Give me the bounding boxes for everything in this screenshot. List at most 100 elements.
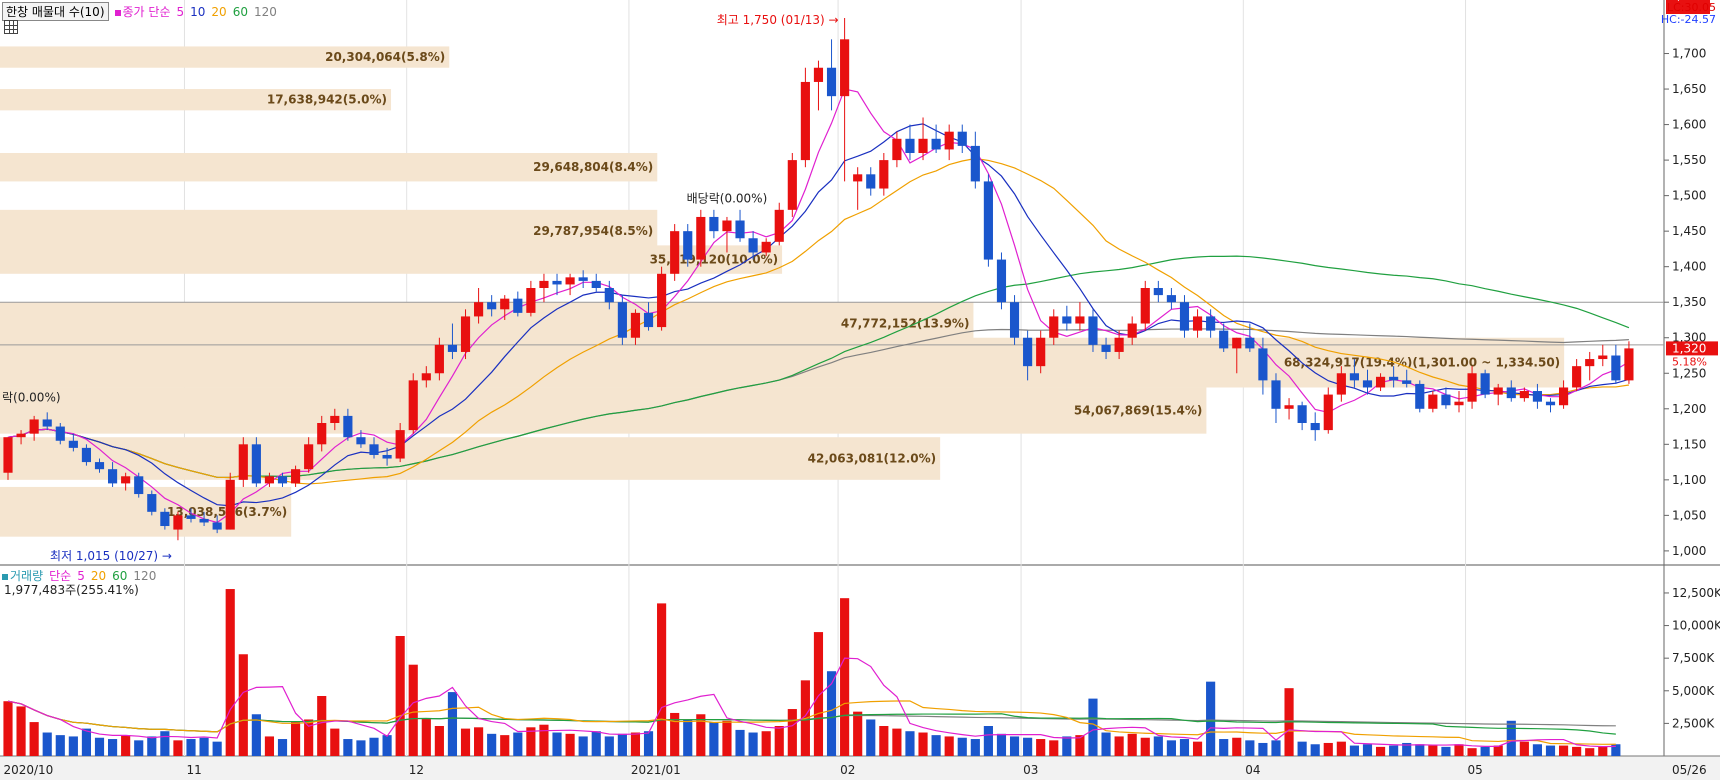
volume-bar: [643, 731, 654, 756]
volume-bar: [1153, 736, 1163, 756]
volume-bar: [761, 731, 771, 756]
volume-bar: [55, 735, 65, 756]
candle: [1558, 387, 1569, 406]
volume-bar: [591, 731, 601, 756]
time-axis-bar: [0, 756, 1720, 780]
volume-current-pct: 255.41%: [1670, 0, 1719, 3]
candle: [382, 454, 392, 459]
volume-bar: [813, 632, 824, 756]
candle: [147, 494, 157, 512]
volume-bar: [513, 732, 523, 756]
volume-bar: [774, 726, 784, 756]
volume-bar: [1258, 742, 1268, 756]
volume-bar: [1023, 737, 1033, 756]
volume-bar: [630, 732, 641, 756]
candle: [840, 39, 850, 97]
volume-bar: [1114, 736, 1124, 756]
candle: [1114, 337, 1124, 352]
candle: [134, 476, 144, 495]
candle: [1127, 323, 1137, 338]
vol-ma60-line: [7, 700, 1616, 735]
volume-bar: [1336, 741, 1346, 756]
candle: [1480, 373, 1490, 395]
min-price-label: 최저 1,015 (10/27) →: [50, 549, 172, 563]
volume-bar: [487, 733, 497, 756]
vol-period-5: 5: [77, 568, 85, 583]
volume-bar: [696, 714, 706, 756]
candle: [1375, 376, 1386, 388]
candle: [460, 316, 471, 352]
candle: [761, 241, 771, 253]
candle: [421, 373, 431, 381]
chart-title[interactable]: 한창 매물대 수(10): [2, 2, 109, 21]
current-price-tag: [1666, 341, 1718, 356]
volume-profile-label: 35,219,120(10.0%): [650, 253, 779, 267]
candle: [121, 476, 131, 484]
volume-bar: [1049, 740, 1059, 756]
candle: [3, 437, 13, 473]
vol-period-120: 120: [133, 568, 157, 583]
candle: [1101, 344, 1111, 352]
volume-bar: [1062, 736, 1072, 756]
candle: [892, 138, 902, 161]
candle: [552, 280, 562, 285]
volume-bar: [1375, 746, 1386, 756]
volume-tick-label: 12,500K: [1672, 586, 1720, 600]
candle: [826, 67, 837, 97]
time-axis-label: 05: [1468, 763, 1483, 777]
volume-bar: [1206, 681, 1216, 756]
vol-ma5-line: [7, 657, 1616, 748]
volume-bar: [369, 737, 379, 756]
volume-bar: [879, 726, 889, 756]
candle: [604, 288, 614, 303]
time-axis-label: 12: [409, 763, 424, 777]
price-tick-label: 1,650: [1672, 82, 1706, 96]
volume-bar: [16, 706, 26, 756]
candle: [879, 160, 889, 189]
candle: [487, 302, 497, 310]
candle: [983, 181, 993, 260]
volume-bar: [1611, 744, 1621, 756]
candle: [996, 259, 1007, 303]
candle: [1519, 391, 1529, 399]
candle: [513, 298, 523, 313]
candle: [29, 419, 39, 434]
volume-bar: [722, 720, 732, 756]
candle: [1245, 337, 1255, 349]
volume-bar: [905, 731, 915, 756]
candle: [735, 220, 745, 239]
volume-bar: [29, 722, 39, 756]
candle: [1062, 316, 1072, 324]
candle: [709, 216, 719, 232]
price-tick-label: 1,250: [1672, 366, 1706, 380]
volume-bar: [134, 740, 144, 756]
volume-bar: [1192, 741, 1203, 756]
volume-profile-label: 47,772,152(13.9%): [841, 317, 970, 331]
candle: [1415, 383, 1425, 409]
candle: [1166, 295, 1176, 303]
candle: [1493, 387, 1503, 395]
volume-bar: [186, 739, 196, 756]
candle: [434, 344, 444, 374]
volume-bar: [108, 739, 118, 756]
candle: [1428, 394, 1438, 409]
candle: [186, 515, 196, 519]
volume-bar: [1101, 732, 1111, 756]
period-10: 10: [190, 4, 206, 19]
candle: [787, 160, 797, 210]
candle: [1153, 288, 1163, 296]
candle: [277, 476, 288, 484]
volume-bar: [1075, 735, 1085, 756]
table-grid-icon[interactable]: [4, 20, 18, 34]
time-axis-label: 05/26: [1672, 763, 1707, 777]
candle: [225, 479, 235, 530]
candle: [670, 231, 680, 274]
volume-profile-label: 17,638,942(5.0%): [267, 93, 387, 107]
price-tick-label: 1,550: [1672, 153, 1706, 167]
volume-bar: [565, 733, 575, 756]
volume-bar: [1572, 746, 1582, 756]
candle: [1598, 355, 1608, 360]
candle: [696, 216, 706, 260]
volume-bar: [1349, 745, 1359, 756]
